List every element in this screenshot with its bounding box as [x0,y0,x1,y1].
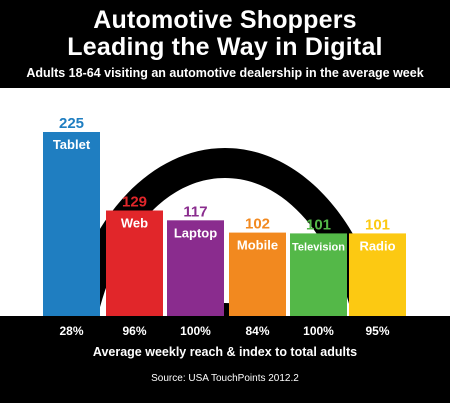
value-label-radio: 101 [365,216,390,233]
chart-panel: 225 Tablet 28% 129 Web 96% 117 Laptop 100% 102 Mob… [0,88,450,388]
category-label-television: Television [292,241,345,253]
value-label-television: 101 [306,216,331,233]
bar-chart: 225 Tablet 28% 129 Web 96% 117 Laptop 100% 102 Mob… [0,115,450,388]
category-label-tablet: Tablet [53,137,91,152]
reach-label-radio: 95% [365,324,389,338]
value-label-web: 129 [122,194,147,211]
category-label-web: Web [121,216,148,231]
title-line-2: Leading the Way in Digital [67,33,383,61]
category-label-mobile: Mobile [237,238,278,253]
reach-label-tablet: 28% [59,324,83,338]
bar-television [290,233,347,316]
title-line-1: Automotive Shoppers [93,6,357,34]
footer-strip [0,388,450,403]
reach-label-laptop: 100% [180,324,211,338]
category-label-laptop: Laptop [174,225,217,240]
bar-tablet [43,132,100,316]
subtitle: Adults 18-64 visiting an automotive deal… [26,66,424,80]
bar-web [106,210,163,316]
bar-mobile [229,232,286,316]
bar-laptop [167,220,224,316]
category-label-radio: Radio [359,238,395,253]
value-label-tablet: 225 [59,115,84,132]
value-label-mobile: 102 [245,216,270,233]
reach-label-television: 100% [303,324,334,338]
reach-label-mobile: 84% [245,324,269,338]
value-label-laptop: 117 [183,203,207,220]
baseline-band [0,316,450,388]
bar-radio [349,233,406,316]
source-note: Source: USA TouchPoints 2012.2 [151,373,299,384]
reach-label-web: 96% [122,324,146,338]
x-axis-label: Average weekly reach & index to total ad… [93,345,357,359]
